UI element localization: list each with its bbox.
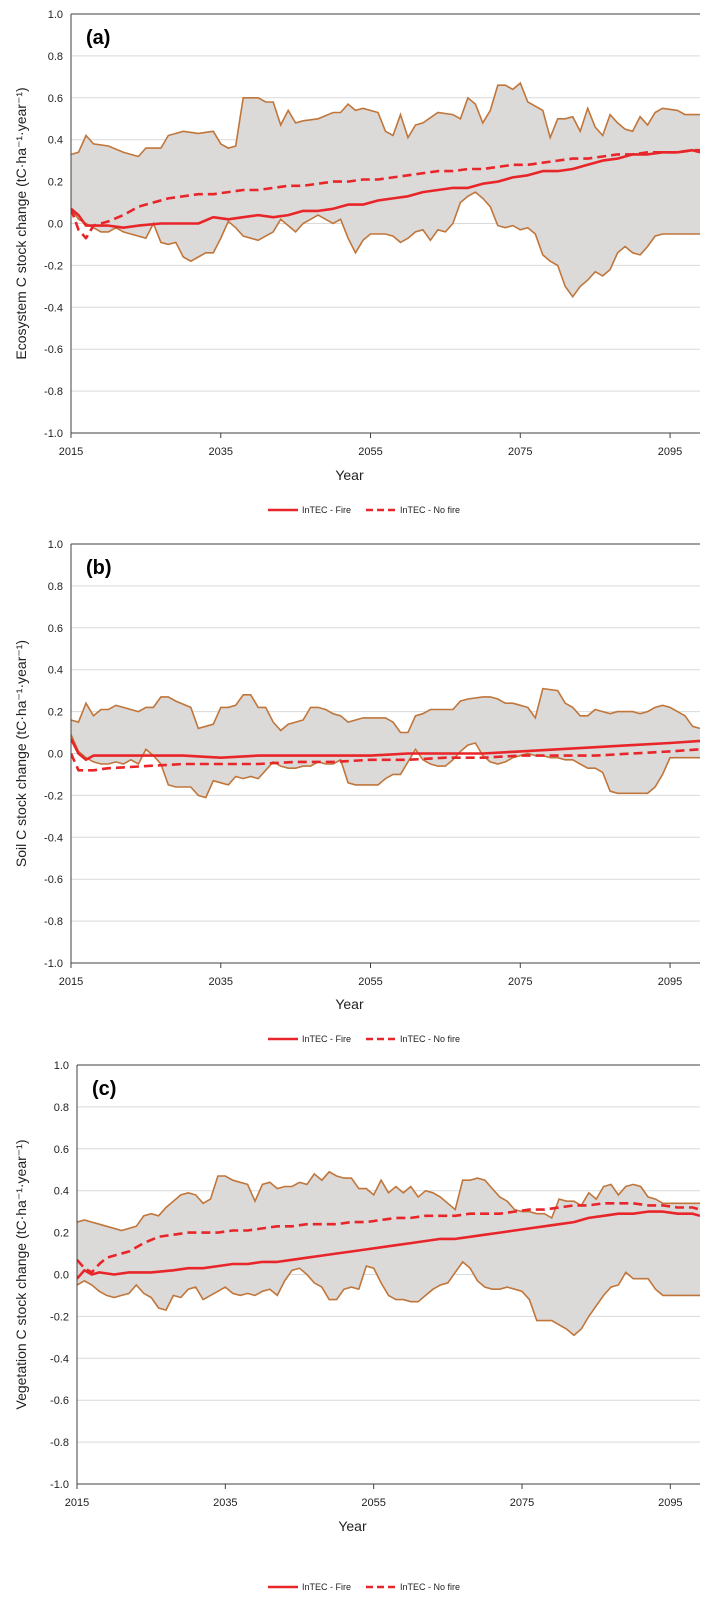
- x-tick-label: 2015: [59, 976, 83, 988]
- y-tick-label: -0.2: [44, 790, 63, 802]
- y-tick-label: -1.0: [44, 428, 63, 440]
- y-tick-label: 0.8: [48, 581, 63, 593]
- y-tick-label: -0.4: [44, 832, 63, 844]
- y-tick-label: -1.0: [44, 958, 63, 970]
- x-tick-label: 2035: [209, 446, 233, 458]
- y-tick-label: 1.0: [48, 539, 63, 551]
- y-tick-label: -1.0: [50, 1479, 69, 1491]
- x-tick-label: 2095: [658, 446, 682, 458]
- y-tick-label: 0.0: [54, 1270, 69, 1282]
- y-tick-label: -0.4: [44, 302, 63, 314]
- legend-label-no-fire: InTEC - No fire: [400, 505, 460, 515]
- legend-label-no-fire: InTEC - No fire: [400, 1582, 460, 1592]
- x-axis-title: Year: [335, 996, 364, 1012]
- panel-label: (b): [86, 557, 112, 579]
- x-tick-label: 2055: [358, 446, 382, 458]
- series-line-fire: [71, 148, 700, 229]
- chart-panel-a: 1.0 0.8 0.6 0.4 0.2 0.0 -0.2 -0.4 -0.6 -0.8 -1.0 20…: [0, 0, 716, 520]
- band-lower-line: [71, 734, 700, 799]
- series-line-fire: [77, 1210, 700, 1280]
- y-tick-label: 0.2: [48, 707, 63, 719]
- x-axis-title: Year: [338, 1518, 367, 1534]
- y-tick-label: -0.8: [50, 1437, 69, 1449]
- y-tick-label: 0.0: [48, 749, 63, 761]
- y-tick-label: 1.0: [54, 1060, 69, 1072]
- series-line-no-fire: [71, 148, 700, 240]
- y-tick-label: 0.6: [54, 1144, 69, 1156]
- spread-band: [71, 688, 700, 798]
- y-tick-label: 0.6: [48, 623, 63, 635]
- y-tick-label: -0.8: [44, 386, 63, 398]
- band-upper-line: [71, 81, 700, 158]
- x-axis-title: Year: [335, 467, 364, 483]
- y-tick-label: 0.4: [54, 1186, 69, 1198]
- series-line-fire: [71, 738, 700, 762]
- panel-label: (a): [86, 27, 110, 49]
- y-tick-label: -0.6: [50, 1395, 69, 1407]
- y-tick-label: 0.0: [48, 219, 63, 231]
- x-tick-label: 2075: [508, 976, 532, 988]
- x-tick-label: 2075: [510, 1497, 534, 1509]
- y-tick-label: 0.8: [48, 51, 63, 63]
- x-tick-label: 2055: [358, 976, 382, 988]
- x-tick-label: 2095: [658, 976, 682, 988]
- y-tick-label: -0.6: [44, 344, 63, 356]
- legend-label-fire: InTEC - Fire: [302, 1034, 351, 1044]
- soil-chart: 1.0 0.8 0.6 0.4 0.2 0.0 -0.2 -0.4 -0.6 -0.8 -1.0 20…: [13, 539, 700, 1044]
- series-line-no-fire: [77, 1202, 700, 1274]
- x-tick-label: 2075: [508, 446, 532, 458]
- band-upper-line: [77, 1170, 700, 1232]
- legend-label-fire: InTEC - Fire: [302, 505, 351, 515]
- x-tick-label: 2035: [213, 1497, 237, 1509]
- legend: InTEC - Fire InTEC - No fire: [268, 1582, 460, 1592]
- y-axis-title: Vegetation C stock change (tC·ha⁻¹·year⁻…: [13, 1139, 29, 1409]
- y-tick-label: -0.8: [44, 916, 63, 928]
- x-tick-label: 2015: [59, 446, 83, 458]
- spread-band: [77, 1171, 700, 1336]
- legend: InTEC - Fire InTEC - No fire: [268, 505, 460, 515]
- legend-label-no-fire: InTEC - No fire: [400, 1034, 460, 1044]
- y-tick-label: -0.6: [44, 874, 63, 886]
- y-tick-label: -0.4: [50, 1353, 69, 1365]
- ecosystem-chart: 1.0 0.8 0.6 0.4 0.2 0.0 -0.2 -0.4 -0.6 -0.8 -1.0 20…: [13, 9, 700, 515]
- legend: InTEC - Fire InTEC - No fire: [268, 1034, 460, 1044]
- band-lower-line: [71, 191, 700, 299]
- band-upper-line: [71, 687, 700, 734]
- y-axis-title: Soil C stock change (tC·ha⁻¹·year⁻¹): [13, 640, 29, 867]
- x-tick-label: 2095: [658, 1497, 682, 1509]
- band-lower-line: [77, 1260, 700, 1337]
- y-tick-label: 0.4: [48, 135, 63, 147]
- x-tick-label: 2055: [361, 1497, 385, 1509]
- y-tick-label: 1.0: [48, 9, 63, 21]
- y-tick-label: -0.2: [44, 260, 63, 272]
- y-axis-title: Ecosystem C stock change (tC·ha⁻¹·year⁻¹…: [13, 87, 29, 359]
- y-tick-label: 0.6: [48, 93, 63, 105]
- legend-label-fire: InTEC - Fire: [302, 1582, 351, 1592]
- panel-label: (c): [92, 1078, 116, 1100]
- x-tick-label: 2015: [65, 1497, 89, 1509]
- y-tick-label: -0.2: [50, 1311, 69, 1323]
- vegetation-chart: 1.0 0.8 0.6 0.4 0.2 0.0 -0.2 -0.4 -0.6 -0.8 -1.0 20…: [13, 1060, 700, 1592]
- y-tick-label: 0.2: [54, 1228, 69, 1240]
- chart-panel-b: 1.0 0.8 0.6 0.4 0.2 0.0 -0.2 -0.4 -0.6 -0.8 -1.0 20…: [0, 530, 716, 1050]
- y-tick-label: 0.8: [54, 1102, 69, 1114]
- y-tick-label: 0.2: [48, 177, 63, 189]
- chart-panel-c: 1.0 0.8 0.6 0.4 0.2 0.0 -0.2 -0.4 -0.6 -0.8 -1.0 20…: [0, 1052, 716, 1605]
- y-tick-label: 0.4: [48, 665, 63, 677]
- spread-band: [71, 83, 700, 297]
- x-tick-label: 2035: [209, 976, 233, 988]
